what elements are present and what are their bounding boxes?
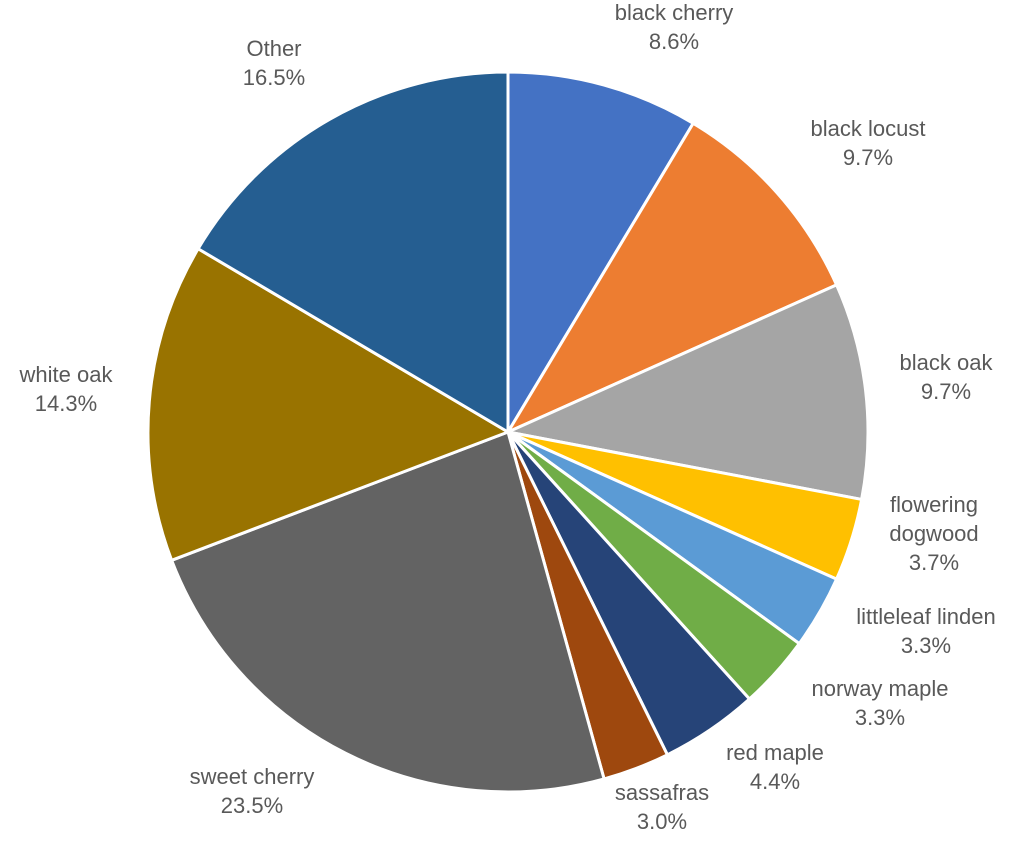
pie-label-name: norway maple: [812, 676, 949, 701]
pie-slice-other: [196, 70, 510, 434]
pie-label-percent: 9.7%: [843, 145, 893, 170]
pie-label-name: sweet cherry: [190, 764, 315, 789]
pie-label-white-oak: white oak 14.3%: [19, 362, 114, 416]
pie-label-flowering-dogwood: flowering dogwood 3.7%: [889, 492, 978, 575]
pie-label-sassafras: sassafras 3.0%: [615, 780, 709, 834]
pie-label-name: flowering: [890, 492, 978, 517]
pie-labels: black cherry 8.6%black locust 9.7%black oa…: [19, 0, 996, 834]
pie-slice-sweet-cherry: [170, 430, 606, 794]
pie-label-percent: 9.7%: [921, 379, 971, 404]
pie-label-norway-maple: norway maple 3.3%: [812, 676, 949, 730]
pie-label-percent: 23.5%: [221, 793, 283, 818]
pie-label-other: Other 16.5%: [243, 36, 305, 90]
pie-slices: [146, 70, 870, 794]
pie-slice-black-cherry: [506, 70, 695, 434]
pie-label-percent: 14.3%: [35, 391, 97, 416]
pie-label-percent: 16.5%: [243, 65, 305, 90]
pie-slice-white-oak: [146, 247, 510, 562]
pie-label-percent: 3.7%: [909, 550, 959, 575]
pie-label-name: white oak: [19, 362, 114, 387]
pie-label-name: black locust: [811, 116, 926, 141]
pie-label-name: Other: [246, 36, 301, 61]
pie-label-name: dogwood: [889, 521, 978, 546]
pie-label-name: sassafras: [615, 780, 709, 805]
pie-label-percent: 4.4%: [750, 769, 800, 794]
pie-label-percent: 3.3%: [901, 633, 951, 658]
pie-label-percent: 3.0%: [637, 809, 687, 834]
pie-label-percent: 8.6%: [649, 29, 699, 54]
pie-label-black-locust: black locust 9.7%: [811, 116, 926, 170]
pie-label-percent: 3.3%: [855, 705, 905, 730]
pie-label-black-oak: black oak 9.7%: [900, 350, 994, 404]
pie-slice-black-locust: [506, 121, 839, 434]
pie-label-name: black oak: [900, 350, 994, 375]
pie-label-black-cherry: black cherry 8.6%: [615, 0, 734, 54]
pie-label-name: black cherry: [615, 0, 734, 25]
pie-slice-black-oak: [506, 283, 870, 501]
pie-label-name: littleleaf linden: [856, 604, 995, 629]
pie-label-sweet-cherry: sweet cherry 23.5%: [190, 764, 315, 818]
pie-label-red-maple: red maple 4.4%: [726, 740, 824, 794]
pie-label-littleleaf-linden: littleleaf linden 3.3%: [856, 604, 995, 658]
pie-label-name: red maple: [726, 740, 824, 765]
